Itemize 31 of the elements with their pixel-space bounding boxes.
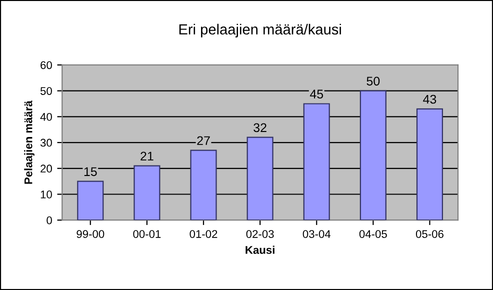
y-tick-label: 20 [40,164,52,173]
x-tick-label: 01-02 [190,230,218,238]
y-tick-label: 40 [40,112,52,121]
bar [416,108,443,220]
x-tick-label: 05-06 [416,230,444,238]
data-label: 27 [197,136,210,145]
bar [190,150,217,220]
data-label: 32 [254,123,266,132]
y-tick-label: 0 [46,216,52,224]
bar [77,180,104,220]
x-tick-label: 99-00 [76,230,104,238]
y-tick-label: 10 [40,190,52,198]
y-tick-label: 30 [40,138,52,147]
y-tick-label: 60 [40,61,52,70]
data-label: 50 [366,76,380,86]
bar [246,136,274,220]
data-label: 43 [423,94,436,104]
bar [360,90,386,220]
x-tick-label: 00-01 [133,230,161,238]
bar [134,165,160,220]
chart-title: Eri pelaajien määrä/kausi [179,24,341,38]
x-tick-label: 03-04 [302,230,330,238]
x-tick-label: 02-03 [246,230,274,238]
data-label: 45 [310,90,324,98]
x-axis-title: Kausi [246,246,274,254]
x-tick-label: 04-05 [359,230,387,238]
bar [303,103,330,220]
y-axis-title: Pelaajien määrä [24,100,34,184]
data-label: 21 [140,152,154,160]
y-tick-label: 50 [40,87,52,95]
data-label: 15 [84,167,97,176]
